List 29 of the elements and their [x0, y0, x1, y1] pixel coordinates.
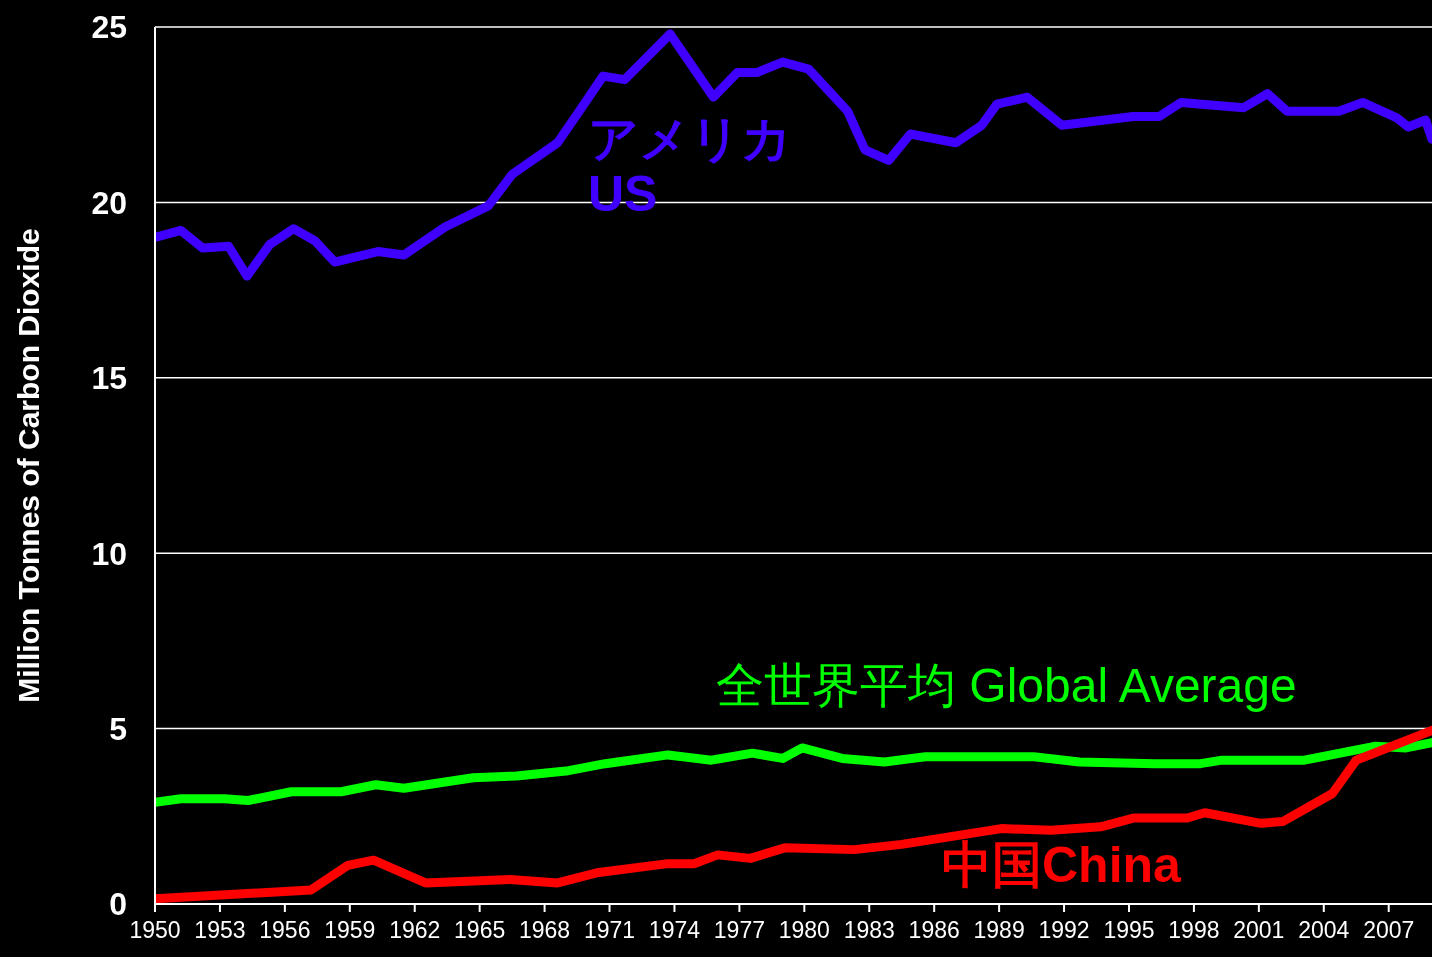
x-tick-label: 1998 [1168, 917, 1220, 944]
x-tick-label: 1989 [973, 917, 1025, 944]
x-tick-label: 1950 [129, 917, 181, 944]
x-tick-label: 1965 [454, 917, 506, 944]
x-tick-label: 1971 [583, 917, 636, 944]
x-tick-label: 1974 [648, 917, 701, 944]
x-tick-label: 1995 [1103, 917, 1155, 944]
x-tick-label: 1968 [519, 917, 571, 944]
x-tick-label: 1962 [389, 917, 441, 944]
y-tick-label: 25 [91, 9, 127, 46]
x-tick-label: 2001 [1233, 917, 1285, 944]
x-tick-label: 1956 [259, 917, 311, 944]
x-tick-label: 1959 [324, 917, 376, 944]
x-tick-label: 1992 [1038, 917, 1090, 944]
x-tick-label: 2004 [1298, 917, 1350, 944]
series-label: 全世界平均 Global Average [716, 659, 1297, 713]
x-tick-label: 1980 [778, 917, 830, 944]
y-tick-label: 15 [91, 360, 127, 397]
x-tick-label: 1983 [843, 917, 895, 944]
y-tick-label: 0 [109, 886, 127, 923]
x-tick-label: 1986 [908, 917, 960, 944]
series-label: 中国China [942, 837, 1181, 893]
x-tick-label: 2007 [1363, 917, 1415, 944]
x-tick-label: 1953 [194, 917, 246, 944]
y-tick-label: 10 [91, 535, 127, 572]
x-tick-label: 1977 [713, 917, 765, 944]
y-axis-title: Million Tonnes of Carbon Dioxide [11, 228, 45, 703]
y-tick-label: 20 [91, 184, 127, 221]
y-tick-label: 5 [109, 710, 127, 747]
